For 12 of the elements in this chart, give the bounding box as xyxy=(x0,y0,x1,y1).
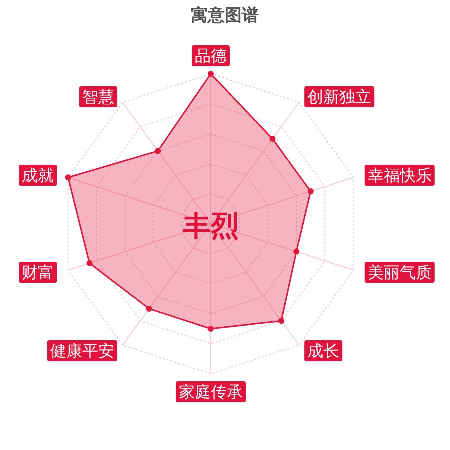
category-label: 家庭传承 xyxy=(176,382,246,402)
annotation: 丰烈 xyxy=(183,210,239,242)
category-label: 创新独立 xyxy=(304,86,375,108)
category-label: 健康平安 xyxy=(47,340,118,362)
category-label: 品德 xyxy=(192,46,230,66)
category-label: 成长 xyxy=(304,340,343,362)
category-label: 美丽气质 xyxy=(364,262,435,284)
category-label: 财富 xyxy=(19,262,58,284)
category-label: 幸福快乐 xyxy=(364,164,435,186)
category-label: 智慧 xyxy=(79,86,118,108)
category-label: 成就 xyxy=(19,164,58,186)
title: 寓意图谱 xyxy=(191,6,259,26)
